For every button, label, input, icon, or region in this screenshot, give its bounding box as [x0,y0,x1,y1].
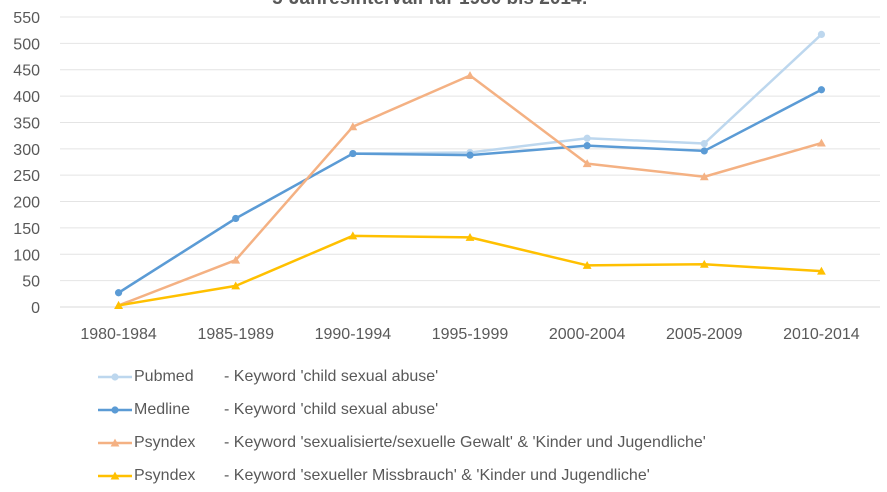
legend-series-keyword: - Keyword 'sexueller Missbrauch' & 'Kind… [224,466,650,484]
chart-title: 5-Jahresintervall für 1980 bis 2014: [272,0,588,9]
legend-swatch [98,471,132,480]
data-point [232,214,240,223]
series-line [118,74,822,307]
legend-marker [110,438,120,447]
series-4-psyndex [114,231,826,309]
legend-swatch [98,438,132,447]
y-tick-label: 500 [13,36,40,53]
y-tick-label: 200 [13,195,40,212]
legend-entry: Psyndex - Keyword 'sexueller Missbrauch' … [98,459,706,492]
data-point [700,147,708,155]
legend-swatch [98,372,132,381]
legend-series-name: Medline [134,400,191,418]
data-point [231,281,241,290]
series-line [118,234,822,307]
data-point [465,233,475,241]
legend-series-name: Psyndex [134,433,196,451]
legend-swatch [98,405,132,414]
y-tick-label: 450 [13,63,40,80]
legend-series-name: Psyndex [134,466,196,484]
data-point [583,134,591,142]
legend-series-name: Pubmed [134,367,194,385]
y-tick-label: 250 [13,168,40,185]
data-point [817,266,826,275]
x-tick-label: 1985-1989 [197,326,274,343]
y-tick-label: 300 [13,142,40,159]
x-tick-label: 2000-2004 [549,326,626,343]
data-point [699,172,709,181]
data-point [465,71,475,80]
legend-marker [111,372,119,381]
gridlines [60,16,880,308]
series-lines [114,30,826,309]
x-tick-label: 1980-1984 [80,326,157,343]
x-tick-label: 2010-2014 [783,326,860,343]
x-tick-label: 1990-1994 [315,326,392,343]
legend-marker [111,405,119,414]
data-point [582,159,592,168]
legend: Pubmed - Keyword 'child sexual abuse' Medl… [98,360,706,492]
y-tick-label: 550 [13,10,40,27]
data-point [817,30,826,38]
y-tick-label: 350 [13,115,40,132]
legend-marker [110,471,120,480]
data-point [699,259,709,268]
data-point [466,151,474,159]
series-2-medline [114,86,826,297]
legend-series-keyword: - Keyword 'child sexual abuse' [224,400,439,418]
data-point [231,255,241,264]
legend-series-keyword: - Keyword 'child sexual abuse' [224,367,439,385]
x-tick-label: 2005-2009 [666,326,743,343]
y-tick-label: 50 [22,274,40,291]
y-tick-label: 400 [13,89,40,106]
x-tick-label: 1995-1999 [432,326,509,343]
data-point [114,289,123,297]
series-3-psyndex [114,71,826,309]
x-axis: 1980-1984 1985-1989 1990-1994 1995-1999 2000… [80,326,859,343]
data-point [700,139,708,148]
legend-entry: Pubmed - Keyword 'child sexual abuse' [98,360,706,393]
y-tick-label: 0 [31,300,40,317]
data-point [349,149,357,158]
legend-series-keyword: - Keyword 'sexualisierte/sexuelle Gewalt… [224,433,706,451]
legend-entry: Medline - Keyword 'child sexual abuse' [98,393,706,426]
y-tick-label: 100 [13,247,40,264]
data-point [348,122,358,131]
data-point [583,142,591,150]
y-axis: 0 50 100 150 200 250 300 350 400 450 500 550 [13,10,40,317]
data-point [348,231,358,240]
legend-entry: Psyndex - Keyword 'sexualisierte/sexuelle… [98,426,706,459]
data-point [817,138,826,147]
y-tick-label: 150 [13,221,40,238]
series-line [117,88,823,294]
data-point [582,260,592,269]
series-1-pubmed [114,30,826,297]
data-point [114,301,123,309]
data-point [817,86,826,94]
